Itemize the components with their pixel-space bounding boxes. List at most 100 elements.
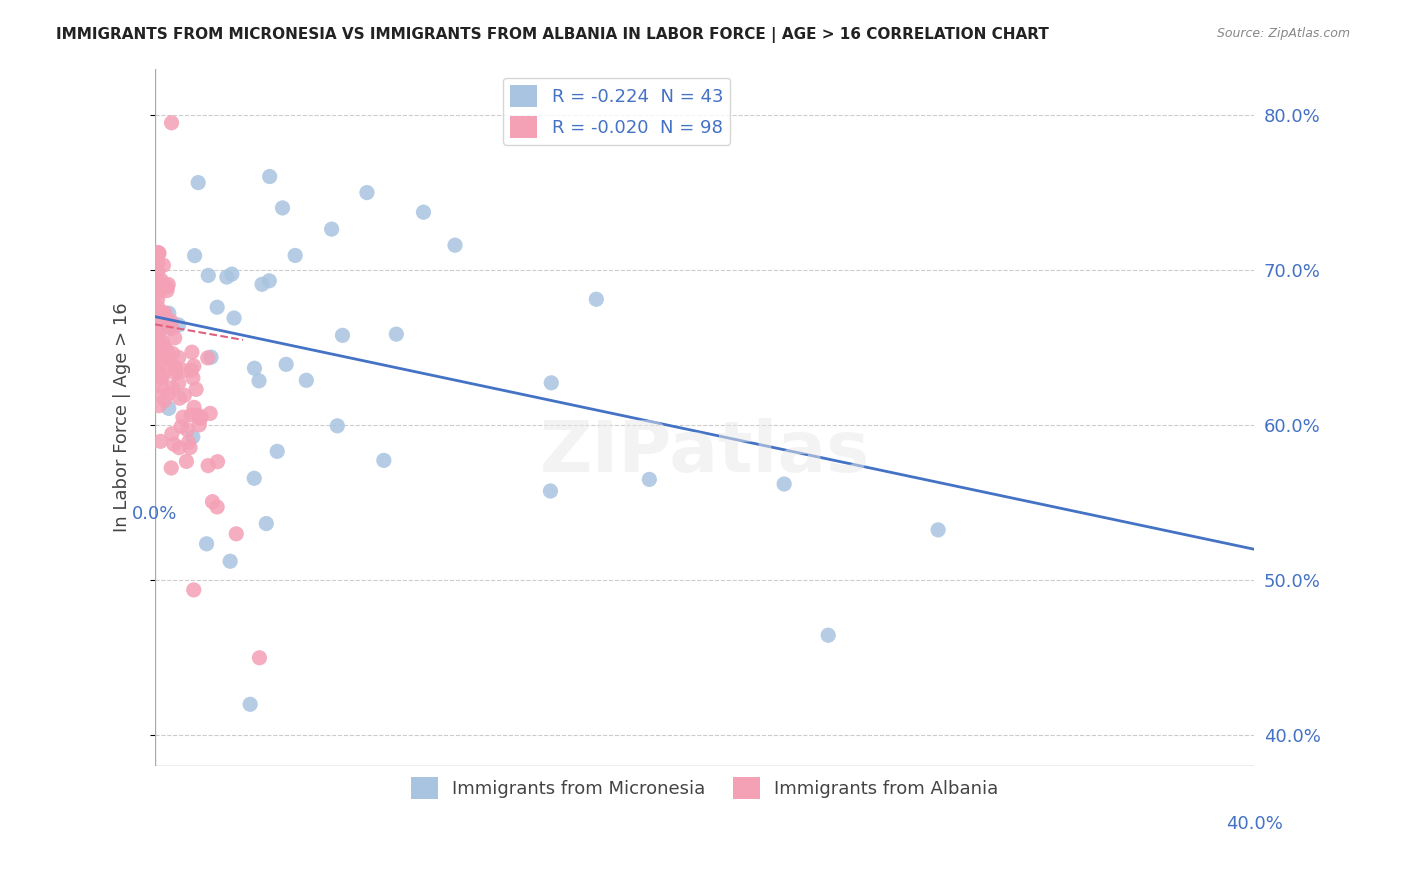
Point <box>157 277 180 292</box>
Point <box>148 307 170 321</box>
Point <box>160 116 183 130</box>
Point <box>221 267 243 281</box>
Point <box>179 441 201 455</box>
Point <box>197 458 219 473</box>
Point <box>167 318 190 332</box>
Point <box>259 169 281 184</box>
Point <box>247 374 270 388</box>
Point <box>157 386 180 401</box>
Point <box>190 409 212 424</box>
Point <box>412 205 434 219</box>
Point <box>156 314 179 328</box>
Point <box>157 401 180 416</box>
Point <box>176 454 198 468</box>
Point <box>207 455 229 469</box>
Point <box>146 341 169 355</box>
Point <box>146 273 169 287</box>
Point <box>156 318 179 333</box>
Point <box>326 418 349 433</box>
Point <box>321 222 343 236</box>
Point <box>165 366 187 380</box>
Point <box>146 273 169 287</box>
Point <box>187 409 209 423</box>
Point <box>181 430 204 444</box>
Point <box>150 273 173 287</box>
Point <box>149 351 172 365</box>
Point <box>146 264 169 278</box>
Point <box>146 348 169 362</box>
Point <box>157 321 180 335</box>
Point <box>638 472 661 486</box>
Point <box>160 426 183 441</box>
Point <box>146 359 169 373</box>
Point <box>195 537 218 551</box>
Point <box>169 391 191 405</box>
Point <box>163 437 186 451</box>
Point <box>538 483 561 498</box>
Point <box>184 382 207 396</box>
Point <box>160 381 183 395</box>
Point <box>148 277 170 292</box>
Point <box>173 363 195 377</box>
Point <box>205 500 228 514</box>
Point <box>259 274 281 288</box>
Point <box>148 329 170 343</box>
Point <box>170 419 193 434</box>
Point <box>152 258 174 272</box>
Point <box>243 361 266 376</box>
Point <box>153 346 176 360</box>
Point <box>180 408 202 422</box>
Point <box>146 300 169 314</box>
Point <box>200 350 222 364</box>
Point <box>149 434 172 449</box>
Point <box>173 388 195 402</box>
Point <box>153 306 176 320</box>
Point <box>160 461 183 475</box>
Y-axis label: In Labor Force | Age > 16: In Labor Force | Age > 16 <box>114 302 131 533</box>
Point <box>201 494 224 508</box>
Point <box>146 326 169 340</box>
Point <box>155 352 177 367</box>
Point <box>146 307 169 321</box>
Point <box>927 523 949 537</box>
Point <box>149 370 172 384</box>
Point <box>276 357 298 371</box>
Point <box>160 315 183 329</box>
Point <box>156 284 179 298</box>
Point <box>153 341 176 355</box>
Point <box>150 334 173 349</box>
Point <box>239 698 262 712</box>
Point <box>167 441 190 455</box>
Point <box>160 321 183 335</box>
Point <box>332 328 354 343</box>
Text: ZIPatlas: ZIPatlas <box>540 417 870 487</box>
Point <box>773 477 796 491</box>
Point <box>266 444 288 458</box>
Point <box>181 371 204 385</box>
Point <box>157 352 180 367</box>
Point <box>156 343 179 358</box>
Point <box>148 317 170 331</box>
Point <box>146 292 169 306</box>
Point <box>197 268 219 283</box>
Point <box>150 343 173 357</box>
Point <box>153 309 176 323</box>
Point <box>295 373 318 387</box>
Point <box>187 176 209 190</box>
Text: IMMIGRANTS FROM MICRONESIA VS IMMIGRANTS FROM ALBANIA IN LABOR FORCE | AGE > 16 : IMMIGRANTS FROM MICRONESIA VS IMMIGRANTS… <box>56 27 1049 43</box>
Point <box>146 321 169 335</box>
Point <box>156 279 179 293</box>
Point <box>167 351 190 365</box>
Text: 0.0%: 0.0% <box>132 505 177 523</box>
Point <box>165 363 187 377</box>
Point <box>188 417 211 432</box>
Point <box>153 350 176 364</box>
Point <box>146 255 169 269</box>
Point <box>148 285 170 299</box>
Point <box>250 277 273 292</box>
Point <box>162 346 184 360</box>
Point <box>271 201 294 215</box>
Point <box>183 582 205 597</box>
Point <box>146 345 169 359</box>
Point <box>540 376 562 390</box>
